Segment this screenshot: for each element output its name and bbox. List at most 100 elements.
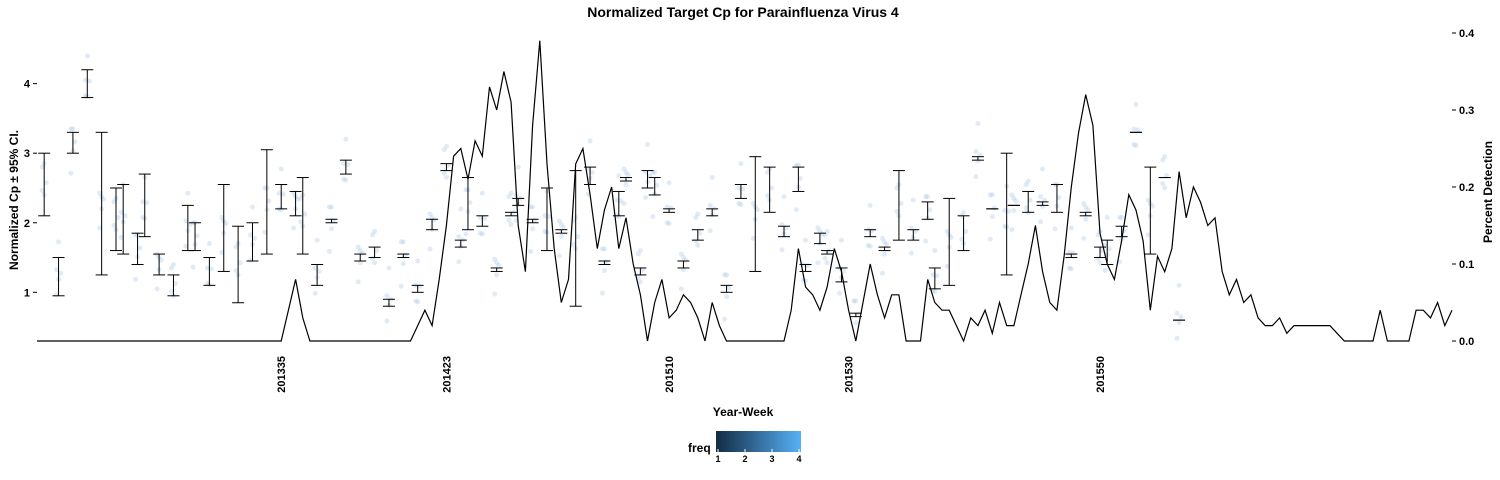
freq-point — [477, 230, 483, 236]
freq-point — [961, 209, 967, 215]
freq-point — [678, 286, 684, 292]
freq-point — [355, 279, 361, 285]
freq-point — [56, 239, 62, 245]
freq-point — [1081, 235, 1087, 241]
freq-point — [765, 193, 771, 199]
chart-title: Normalized Target Cp for Parainfluenza V… — [587, 4, 899, 20]
freq-point — [1009, 192, 1015, 198]
freq-point — [587, 138, 593, 144]
freq-point — [1160, 181, 1166, 187]
freq-point — [738, 161, 744, 167]
freq-point — [1135, 127, 1141, 133]
left-axis-tick-label: 4 — [24, 79, 31, 91]
freq-point — [427, 211, 433, 217]
freq-point — [1083, 204, 1089, 210]
freq-point — [851, 298, 857, 304]
freq-point — [443, 143, 449, 149]
freq-point — [989, 214, 995, 220]
freq-point — [1081, 201, 1087, 207]
freq-point — [506, 194, 512, 200]
freq-point — [589, 169, 595, 175]
freq-point — [722, 316, 728, 322]
legend-ticks: 1 2 3 4 — [715, 449, 802, 464]
freq-point — [707, 202, 713, 208]
freq-point — [492, 291, 498, 297]
freq-point — [1023, 205, 1029, 211]
freq-point — [867, 243, 873, 249]
x-axis-tick-label: 201550 — [1095, 356, 1107, 393]
freq-point — [183, 218, 189, 224]
freq-point — [542, 228, 548, 234]
freq-point — [481, 215, 487, 221]
freq-point — [779, 247, 785, 253]
freq-point — [738, 201, 744, 207]
freq-point — [932, 248, 938, 254]
right-y-axis-title: Percent Detection — [1481, 141, 1495, 243]
freq-point — [1056, 195, 1062, 201]
freq-point — [1002, 208, 1008, 214]
freq-point — [987, 192, 993, 198]
legend-tick-label: 4 — [796, 454, 801, 464]
freq-point — [884, 241, 890, 247]
freq-point — [750, 235, 756, 241]
freq-point — [343, 136, 349, 142]
freq-point — [542, 213, 548, 219]
freq-point — [118, 209, 124, 215]
freq-point — [1160, 157, 1166, 163]
freq-point — [1119, 215, 1125, 221]
x-axis-tick-label: 201510 — [664, 356, 676, 393]
freq-point — [1145, 232, 1151, 238]
freq-point — [1133, 142, 1139, 148]
freq-point — [975, 121, 981, 127]
left-y-axis-title: Normalized Cp ± 95% CI. — [7, 130, 21, 270]
freq-point — [39, 188, 45, 194]
freq-point — [496, 262, 502, 268]
freq-point — [1013, 198, 1019, 204]
freq-point — [882, 251, 888, 257]
freq-point — [111, 199, 117, 205]
freq-point — [312, 265, 318, 271]
freq-point — [1052, 226, 1058, 232]
x-axis-tick-label: 201335 — [276, 356, 288, 393]
freq-point — [247, 232, 253, 238]
freq-point — [122, 213, 128, 219]
freq-point — [1104, 215, 1110, 221]
freq-point — [183, 243, 189, 249]
freq-point — [115, 215, 121, 221]
freq-point — [923, 194, 929, 200]
freq-point — [208, 266, 214, 272]
freq-point — [386, 265, 392, 271]
freq-point — [168, 265, 174, 271]
left-y-axis: 1 2 3 4 — [24, 79, 37, 299]
freq-point — [326, 204, 332, 210]
freq-point — [666, 180, 672, 186]
freq-point — [838, 237, 844, 243]
freq-point — [219, 215, 225, 221]
x-axis: 201335 201423 201510 201530 201550 — [276, 356, 1107, 393]
freq-point — [341, 161, 347, 167]
freq-point — [133, 276, 139, 282]
freq-point — [441, 170, 447, 176]
freq-point — [1162, 185, 1168, 191]
freq-point — [219, 249, 225, 255]
freq-point — [623, 169, 629, 175]
freq-point — [158, 257, 164, 263]
percent-detection-line-layer — [37, 40, 1453, 343]
freq-point — [415, 258, 421, 264]
freq-point — [68, 170, 74, 176]
legend-tick-label: 2 — [742, 454, 747, 464]
freq-point — [865, 242, 871, 248]
freq-point — [944, 263, 950, 269]
freq-point — [973, 148, 979, 154]
freq-point — [1145, 197, 1151, 203]
freq-point — [400, 261, 406, 267]
freq-point — [803, 237, 809, 243]
freq-point — [650, 214, 656, 220]
freq-point — [695, 242, 701, 248]
freq-point — [645, 142, 651, 148]
freq-point — [400, 239, 406, 245]
freq-point — [625, 172, 631, 178]
freq-point — [666, 221, 672, 227]
freq-point — [621, 201, 627, 207]
freq-point — [70, 126, 76, 132]
